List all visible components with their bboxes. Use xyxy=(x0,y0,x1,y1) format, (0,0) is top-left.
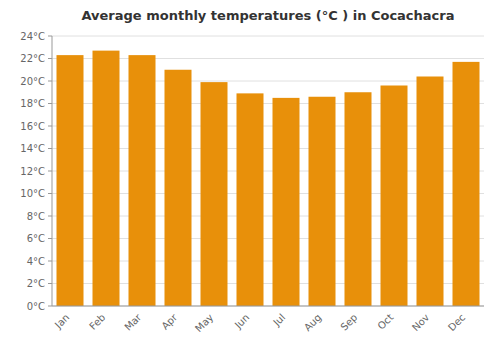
y-tick-label: 14°C xyxy=(20,143,45,154)
y-tick xyxy=(48,81,52,82)
y-tick-label: 0°C xyxy=(27,301,45,312)
y-tick-label: 22°C xyxy=(20,53,45,64)
y-tick-label: 8°C xyxy=(27,211,45,222)
grid-line xyxy=(52,36,484,37)
x-tick-label: Mar xyxy=(122,311,144,333)
y-tick xyxy=(48,171,52,172)
bar xyxy=(57,55,84,306)
bar xyxy=(129,55,156,306)
y-tick xyxy=(48,261,52,262)
y-tick-label: 24°C xyxy=(20,31,45,42)
grid xyxy=(52,36,484,306)
grid-line xyxy=(52,306,484,307)
x-tick-label: Apr xyxy=(159,311,180,332)
y-tick xyxy=(48,148,52,149)
bar xyxy=(417,77,444,307)
y-tick xyxy=(48,238,52,239)
x-tick-label: Sep xyxy=(338,312,359,333)
y-tick xyxy=(48,216,52,217)
y-axis-line xyxy=(52,36,53,306)
chart-container: Average monthly temperatures (°C ) in Co… xyxy=(0,0,500,350)
x-tick-label: Nov xyxy=(410,312,432,334)
y-tick xyxy=(48,126,52,127)
y-tick xyxy=(48,283,52,284)
y-tick-label: 20°C xyxy=(20,76,45,87)
bar xyxy=(309,97,336,306)
bar xyxy=(237,93,264,306)
y-tick-label: 6°C xyxy=(27,233,45,244)
x-tick-label: May xyxy=(193,312,215,334)
x-tick-label: Feb xyxy=(87,312,107,332)
y-tick xyxy=(48,306,52,307)
y-tick-label: 16°C xyxy=(20,121,45,132)
y-tick xyxy=(48,58,52,59)
bar xyxy=(165,70,192,306)
x-axis: Jan Feb Mar Apr May Jun Jul Aug Sep Oct Nov Dec xyxy=(52,311,467,334)
x-tick-label: Jan xyxy=(52,312,71,331)
bar xyxy=(345,92,372,306)
y-tick-label: 4°C xyxy=(27,256,45,267)
x-tick-label: Dec xyxy=(446,312,467,333)
x-tick-label: Jun xyxy=(232,312,252,332)
bar xyxy=(201,82,228,306)
y-tick xyxy=(48,193,52,194)
bar xyxy=(93,51,120,306)
chart-title: Average monthly temperatures (°C ) in Co… xyxy=(81,8,454,23)
y-tick xyxy=(48,103,52,104)
y-tick xyxy=(48,36,52,37)
x-tick-label: Jul xyxy=(270,312,287,329)
y-axis: 0°C 2°C 4°C 6°C 8°C 10°C 12°C 14°C 16°C 18°C 20°C 2… xyxy=(20,31,52,312)
x-axis-line xyxy=(52,306,484,307)
bars xyxy=(57,51,480,306)
chart-svg: Average monthly temperatures (°C ) in Co… xyxy=(0,0,500,350)
x-tick-label: Oct xyxy=(375,312,395,332)
bar xyxy=(381,86,408,307)
bar xyxy=(273,98,300,306)
y-tick-label: 18°C xyxy=(20,98,45,109)
bar xyxy=(453,62,480,306)
x-tick-label: Aug xyxy=(302,312,324,334)
y-tick-label: 2°C xyxy=(27,278,45,289)
y-tick-label: 10°C xyxy=(20,188,45,199)
y-tick-label: 12°C xyxy=(20,166,45,177)
